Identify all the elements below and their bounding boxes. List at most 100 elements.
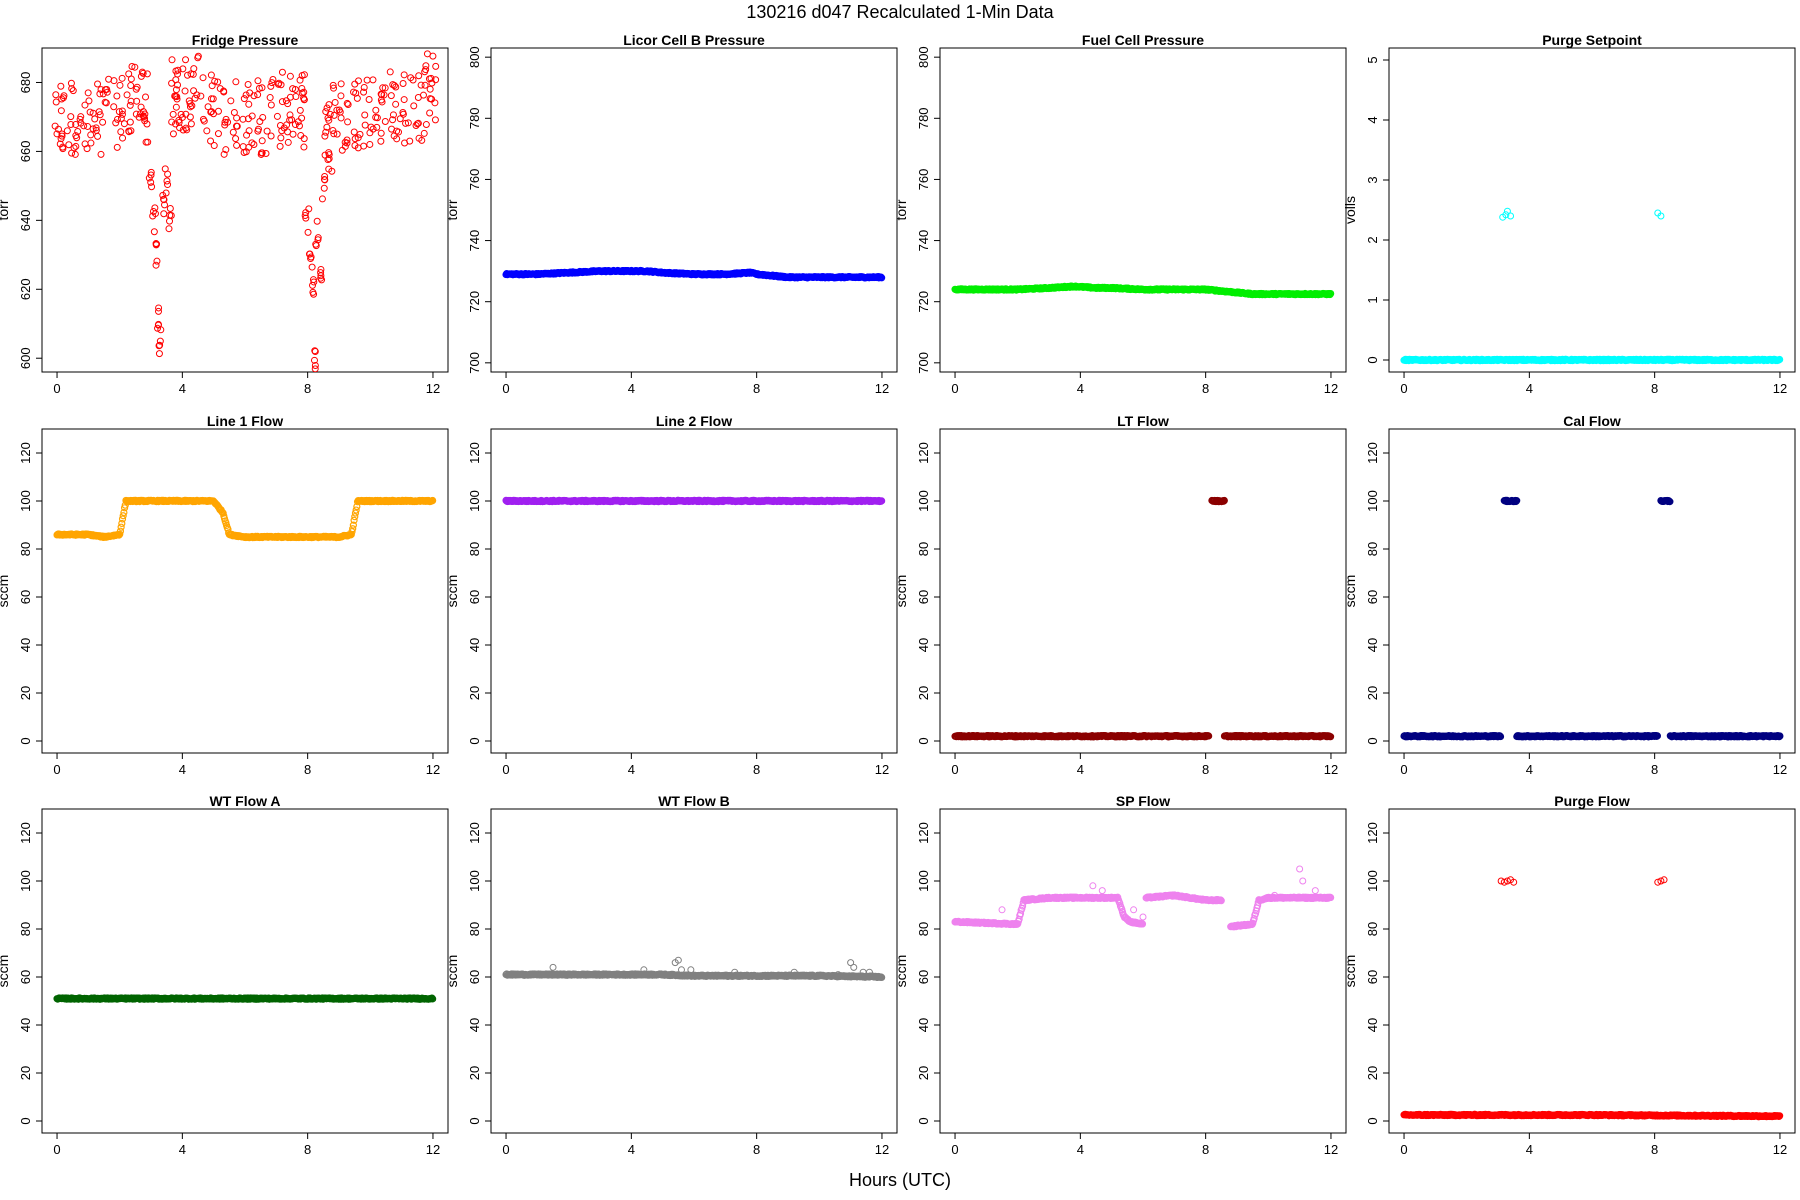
y-tick-label: 60 <box>1365 590 1380 604</box>
data-point <box>392 100 400 108</box>
y-axis-label: torr <box>444 199 460 220</box>
data-point <box>348 528 356 536</box>
data-point <box>421 81 429 89</box>
data-point <box>154 307 162 315</box>
data-point <box>95 108 103 116</box>
data-point <box>280 124 288 132</box>
y-tick-label: 40 <box>1365 638 1380 652</box>
data-point <box>197 92 205 100</box>
data-point <box>155 304 163 312</box>
data-point <box>221 121 229 129</box>
y-tick-label: 1 <box>1365 296 1380 303</box>
data-point <box>417 81 425 89</box>
data-point <box>101 86 109 94</box>
x-tick-label: 4 <box>628 381 635 396</box>
y-tick-label: 80 <box>467 542 482 556</box>
data-point <box>119 134 127 142</box>
x-tick-label: 12 <box>1324 762 1338 777</box>
data-point <box>350 128 358 136</box>
data-point <box>245 100 253 108</box>
y-tick-label: 800 <box>467 46 482 68</box>
data-point <box>1503 207 1511 215</box>
y-tick-label: 100 <box>18 870 33 892</box>
data-point <box>406 137 414 145</box>
data-point <box>392 83 400 91</box>
data-point <box>193 91 201 99</box>
plot-frame <box>939 428 1347 754</box>
y-tick-label: 60 <box>467 590 482 604</box>
data-point <box>422 121 430 129</box>
data-point <box>190 65 198 73</box>
data-point <box>232 78 240 86</box>
data-point <box>284 138 292 146</box>
data-point <box>84 89 92 97</box>
y-tick-label: 620 <box>18 278 33 300</box>
data-point <box>329 81 337 89</box>
data-point <box>77 113 85 121</box>
data-point <box>92 124 100 132</box>
data-point <box>389 111 397 119</box>
panel-title: Purge Setpoint <box>1542 32 1642 48</box>
data-point <box>255 84 263 92</box>
data-point <box>161 201 169 209</box>
data-point <box>52 91 60 99</box>
data-point <box>1326 733 1335 741</box>
data-point <box>214 78 222 86</box>
data-point <box>214 107 222 115</box>
data-point <box>117 523 125 531</box>
data-point <box>113 143 121 151</box>
y-tick-label: 2 <box>1365 236 1380 243</box>
data-point <box>164 181 172 189</box>
data-point <box>117 114 125 122</box>
x-tick-label: 8 <box>753 762 760 777</box>
data-point <box>91 115 99 123</box>
data-point <box>182 56 190 64</box>
data-point <box>94 132 102 140</box>
data-point <box>432 76 440 84</box>
data-point <box>343 99 351 107</box>
y-axis-label: sccm <box>1342 575 1358 608</box>
data-point <box>300 88 308 96</box>
y-tick-label: 80 <box>916 542 931 556</box>
data-point <box>432 62 440 70</box>
data-point <box>110 77 118 85</box>
data-point <box>415 134 423 142</box>
y-tick-label: 20 <box>18 686 33 700</box>
x-tick-label: 4 <box>1077 762 1084 777</box>
y-tick-label: 60 <box>18 970 33 984</box>
data-point <box>87 139 95 147</box>
data-point <box>182 124 190 132</box>
data-point <box>72 121 80 129</box>
data-points <box>951 496 1335 741</box>
y-tick-label: 0 <box>916 737 931 744</box>
data-point <box>266 94 274 102</box>
data-point <box>186 103 194 111</box>
data-point <box>149 212 157 220</box>
y-tick-label: 700 <box>467 352 482 374</box>
data-point <box>58 130 66 138</box>
x-tick-label: 0 <box>53 381 60 396</box>
data-point <box>1664 496 1673 505</box>
data-point <box>351 509 360 517</box>
y-tick-label: 0 <box>18 1117 33 1124</box>
data-point <box>1657 212 1665 220</box>
x-tick-label: 8 <box>1202 381 1209 396</box>
data-point <box>291 85 299 93</box>
data-point <box>254 91 262 99</box>
y-tick-label: 20 <box>1365 686 1380 700</box>
y-tick-label: 740 <box>916 230 931 252</box>
data-point <box>154 324 162 332</box>
data-point <box>242 91 250 99</box>
data-point <box>389 116 397 124</box>
plot-frame <box>1388 47 1796 373</box>
data-point <box>381 118 389 126</box>
data-point <box>179 65 187 73</box>
data-point <box>97 86 105 94</box>
y-tick-label: 0 <box>1365 737 1380 744</box>
y-tick-label: 40 <box>18 1018 33 1032</box>
data-point <box>172 86 180 94</box>
data-point <box>311 347 319 355</box>
data-point <box>402 119 410 127</box>
x-tick-label: 4 <box>179 1142 186 1157</box>
